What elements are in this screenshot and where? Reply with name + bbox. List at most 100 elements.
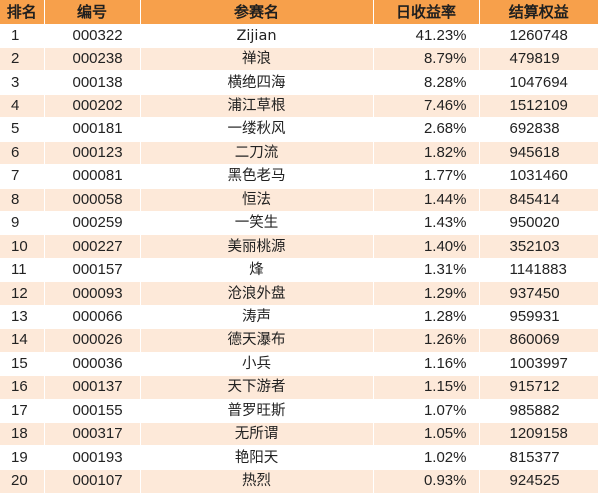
cell-daily-return: 1.31% (373, 258, 479, 281)
cell-rank: 11 (0, 258, 44, 281)
cell-rank: 8 (0, 188, 44, 211)
cell-daily-return: 1.15% (373, 376, 479, 399)
header-settlement-equity: 结算权益 (479, 0, 598, 24)
cell-name: 小兵 (140, 352, 373, 375)
cell-code: 000259 (44, 212, 140, 235)
table-row: 16 000137 天下游者 1.15% 915712 (0, 376, 598, 399)
cell-settlement-equity: 1209158 (479, 422, 598, 445)
table-row: 11 000157 烽 1.31% 1141883 (0, 258, 598, 281)
cell-daily-return: 1.28% (373, 305, 479, 328)
cell-code: 000202 (44, 94, 140, 117)
cell-rank: 15 (0, 352, 44, 375)
table-row: 17 000155 普罗旺斯 1.07% 985882 (0, 399, 598, 422)
cell-daily-return: 1.07% (373, 399, 479, 422)
cell-name: 天下游者 (140, 376, 373, 399)
cell-name: 二刀流 (140, 141, 373, 164)
cell-settlement-equity: 1512109 (479, 94, 598, 117)
cell-code: 000181 (44, 118, 140, 141)
cell-settlement-equity: 1141883 (479, 258, 598, 281)
cell-daily-return: 1.16% (373, 352, 479, 375)
cell-rank: 10 (0, 235, 44, 258)
cell-code: 000066 (44, 305, 140, 328)
cell-settlement-equity: 479819 (479, 47, 598, 70)
cell-rank: 5 (0, 118, 44, 141)
cell-name: 沧浪外盘 (140, 282, 373, 305)
table-row: 1 000322 Zijian 41.23% 1260748 (0, 24, 598, 47)
table-row: 2 000238 禅浪 8.79% 479819 (0, 47, 598, 70)
table-row: 20 000107 热烈 0.93% 924525 (0, 469, 598, 492)
cell-settlement-equity: 950020 (479, 212, 598, 235)
cell-daily-return: 1.05% (373, 422, 479, 445)
cell-rank: 19 (0, 446, 44, 469)
header-rank: 排名 (0, 0, 44, 24)
cell-settlement-equity: 1003997 (479, 352, 598, 375)
cell-daily-return: 2.68% (373, 118, 479, 141)
cell-code: 000227 (44, 235, 140, 258)
cell-settlement-equity: 860069 (479, 329, 598, 352)
cell-settlement-equity: 815377 (479, 446, 598, 469)
cell-code: 000193 (44, 446, 140, 469)
table-row: 3 000138 横绝四海 8.28% 1047694 (0, 71, 598, 94)
header-name: 参赛名 (140, 0, 373, 24)
table-row: 7 000081 黑色老马 1.77% 1031460 (0, 165, 598, 188)
cell-settlement-equity: 845414 (479, 188, 598, 211)
cell-name: 横绝四海 (140, 71, 373, 94)
cell-settlement-equity: 924525 (479, 469, 598, 492)
table-row: 8 000058 恒法 1.44% 845414 (0, 188, 598, 211)
table-row: 15 000036 小兵 1.16% 1003997 (0, 352, 598, 375)
cell-rank: 18 (0, 422, 44, 445)
cell-rank: 16 (0, 376, 44, 399)
table-row: 12 000093 沧浪外盘 1.29% 937450 (0, 282, 598, 305)
cell-name: 烽 (140, 258, 373, 281)
cell-code: 000058 (44, 188, 140, 211)
cell-code: 000137 (44, 376, 140, 399)
table-row: 9 000259 一笑生 1.43% 950020 (0, 212, 598, 235)
table-row: 18 000317 无所谓 1.05% 1209158 (0, 422, 598, 445)
cell-settlement-equity: 1031460 (479, 165, 598, 188)
cell-name: 一缕秋风 (140, 118, 373, 141)
cell-settlement-equity: 937450 (479, 282, 598, 305)
cell-code: 000093 (44, 282, 140, 305)
cell-settlement-equity: 352103 (479, 235, 598, 258)
cell-name: 一笑生 (140, 212, 373, 235)
header-row: 排名 编号 参赛名 日收益率 结算权益 (0, 0, 598, 24)
cell-code: 000036 (44, 352, 140, 375)
cell-name: 热烈 (140, 469, 373, 492)
cell-rank: 2 (0, 47, 44, 70)
cell-daily-return: 0.93% (373, 469, 479, 492)
cell-daily-return: 1.26% (373, 329, 479, 352)
table-header: 排名 编号 参赛名 日收益率 结算权益 (0, 0, 598, 24)
cell-daily-return: 7.46% (373, 94, 479, 117)
cell-name: 涛声 (140, 305, 373, 328)
cell-daily-return: 8.79% (373, 47, 479, 70)
cell-daily-return: 8.28% (373, 71, 479, 94)
cell-settlement-equity: 959931 (479, 305, 598, 328)
cell-name: 恒法 (140, 188, 373, 211)
cell-name: Zijian (140, 24, 373, 47)
cell-name: 艳阳天 (140, 446, 373, 469)
cell-name: 禅浪 (140, 47, 373, 70)
cell-name: 德天瀑布 (140, 329, 373, 352)
table-body: 1 000322 Zijian 41.23% 1260748 2 000238 禅浪 8.79%… (0, 24, 598, 493)
table-row: 13 000066 涛声 1.28% 959931 (0, 305, 598, 328)
header-code: 编号 (44, 0, 140, 24)
table-row: 4 000202 浦江草根 7.46% 1512109 (0, 94, 598, 117)
table-row: 14 000026 德天瀑布 1.26% 860069 (0, 329, 598, 352)
cell-rank: 7 (0, 165, 44, 188)
cell-daily-return: 1.43% (373, 212, 479, 235)
cell-code: 000157 (44, 258, 140, 281)
cell-code: 000081 (44, 165, 140, 188)
cell-settlement-equity: 1260748 (479, 24, 598, 47)
cell-daily-return: 1.44% (373, 188, 479, 211)
cell-rank: 3 (0, 71, 44, 94)
cell-daily-return: 1.29% (373, 282, 479, 305)
cell-daily-return: 1.82% (373, 141, 479, 164)
cell-code: 000155 (44, 399, 140, 422)
table-row: 5 000181 一缕秋风 2.68% 692838 (0, 118, 598, 141)
cell-name: 浦江草根 (140, 94, 373, 117)
cell-daily-return: 41.23% (373, 24, 479, 47)
cell-rank: 20 (0, 469, 44, 492)
table-row: 10 000227 美丽桃源 1.40% 352103 (0, 235, 598, 258)
cell-code: 000138 (44, 71, 140, 94)
